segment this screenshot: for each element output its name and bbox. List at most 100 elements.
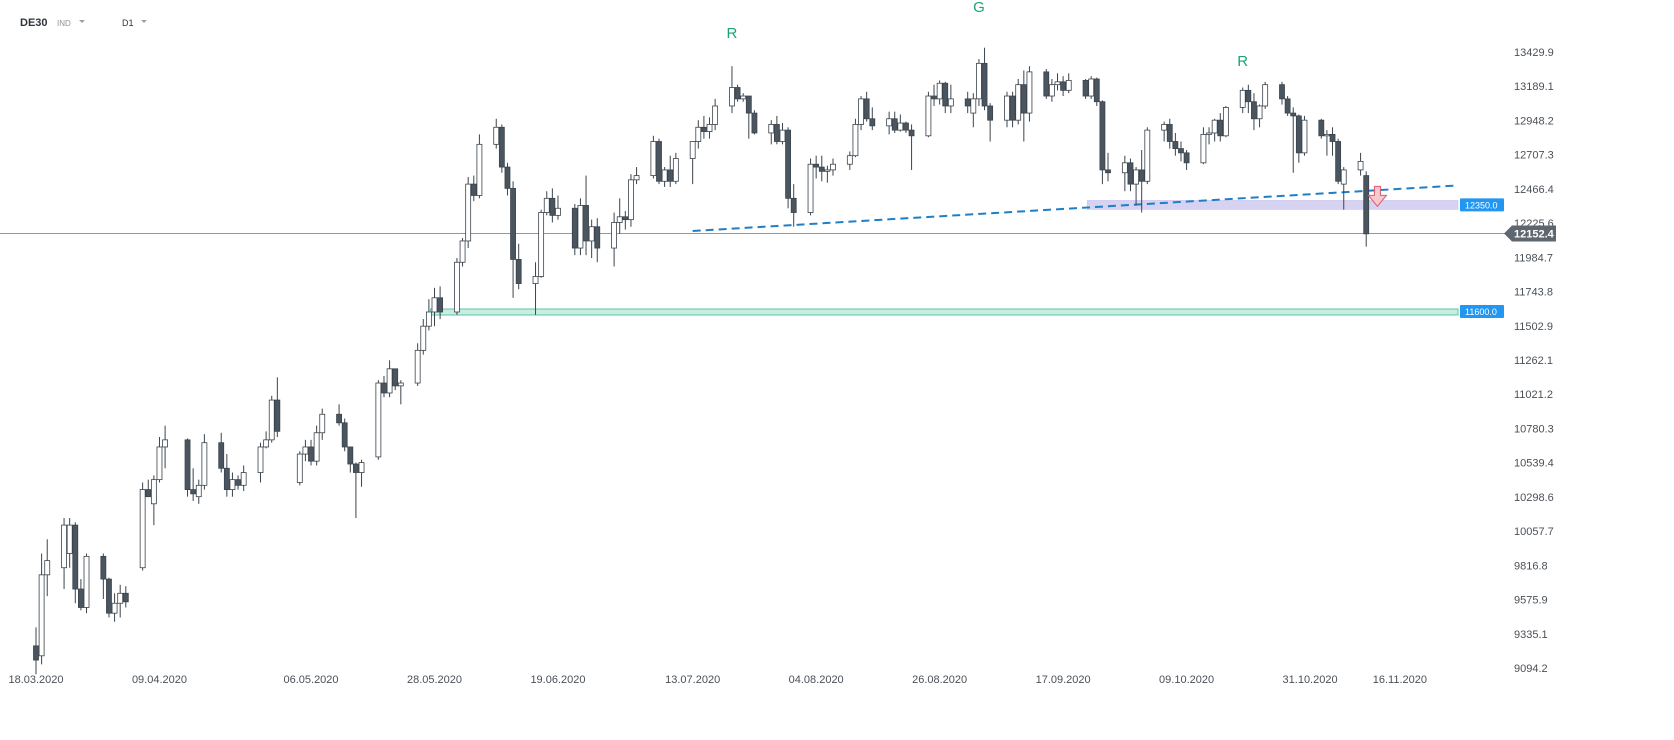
candle-body bbox=[571, 207, 578, 249]
candle-body bbox=[729, 87, 735, 107]
candle-body bbox=[353, 463, 359, 473]
candle bbox=[824, 165, 831, 183]
chevron-down-icon[interactable] bbox=[79, 20, 85, 23]
candle-body bbox=[1290, 112, 1297, 117]
candle bbox=[1279, 81, 1285, 105]
candle bbox=[1363, 171, 1370, 247]
y-tick-label: 9335.1 bbox=[1514, 629, 1548, 641]
candle-body bbox=[1329, 133, 1336, 142]
candle bbox=[1183, 150, 1190, 170]
candle bbox=[908, 124, 915, 170]
arrow-down-icon bbox=[1367, 185, 1388, 208]
x-tick-label: 19.06.2020 bbox=[530, 674, 585, 686]
candle-body bbox=[268, 399, 275, 441]
support-zone bbox=[429, 308, 1459, 316]
candle-body bbox=[633, 175, 640, 181]
candle-body bbox=[302, 446, 309, 455]
candle-body bbox=[656, 141, 662, 182]
candle bbox=[1284, 96, 1291, 116]
candle-body bbox=[476, 143, 483, 196]
candle-body bbox=[577, 205, 584, 249]
candle bbox=[78, 579, 84, 611]
candle bbox=[903, 121, 909, 133]
candle bbox=[751, 110, 758, 135]
candle-body bbox=[1093, 78, 1100, 103]
pattern-label: R bbox=[1237, 53, 1248, 70]
candle bbox=[162, 425, 168, 469]
candle bbox=[1093, 77, 1100, 106]
candle bbox=[611, 212, 618, 267]
candle bbox=[633, 167, 640, 185]
chevron-down-icon[interactable] bbox=[141, 20, 147, 23]
candle bbox=[858, 96, 864, 131]
candle bbox=[830, 158, 836, 176]
candle-body bbox=[195, 484, 202, 498]
candle-body bbox=[689, 141, 696, 159]
candle-body bbox=[813, 163, 820, 168]
candle-body bbox=[1048, 84, 1055, 97]
candle bbox=[1239, 87, 1246, 114]
candle-body bbox=[358, 462, 365, 473]
candle-body bbox=[1251, 101, 1257, 120]
y-tick-label: 12466.4 bbox=[1514, 184, 1554, 196]
candle-body bbox=[1060, 81, 1067, 91]
candle bbox=[44, 539, 51, 597]
candle bbox=[577, 198, 584, 256]
candle bbox=[628, 174, 634, 227]
candle bbox=[616, 198, 623, 234]
candle bbox=[498, 124, 505, 173]
candle bbox=[695, 120, 702, 149]
candle-body bbox=[61, 524, 67, 569]
candle bbox=[1054, 73, 1061, 91]
candle bbox=[785, 127, 791, 209]
candle bbox=[1211, 118, 1218, 142]
timeframe-selector[interactable]: D1 bbox=[122, 18, 134, 28]
candle-body bbox=[1015, 84, 1022, 121]
candle-body bbox=[976, 62, 982, 100]
y-tick-label: 11984.7 bbox=[1514, 252, 1553, 264]
candle bbox=[942, 81, 949, 114]
candle bbox=[83, 553, 90, 614]
candle-body bbox=[981, 62, 988, 107]
current-price-tag bbox=[1504, 225, 1556, 242]
candle bbox=[779, 123, 786, 145]
candle bbox=[117, 584, 124, 618]
candle-body bbox=[701, 126, 707, 132]
symbol-name[interactable]: DE30 bbox=[20, 17, 48, 29]
candle bbox=[891, 111, 898, 133]
candle bbox=[1026, 66, 1033, 122]
candle-body bbox=[106, 578, 112, 614]
candle-body bbox=[869, 118, 876, 127]
candle-body bbox=[100, 555, 107, 580]
candle-body bbox=[201, 442, 208, 486]
candle bbox=[375, 380, 382, 460]
neckline-trendline[interactable] bbox=[692, 184, 1457, 233]
candle-body bbox=[1200, 133, 1207, 164]
level-price-label: 12350.0 bbox=[1465, 200, 1498, 210]
candle-body bbox=[1088, 78, 1095, 97]
candle-body bbox=[111, 602, 118, 614]
candle bbox=[1043, 69, 1050, 99]
candle bbox=[459, 238, 466, 267]
candle bbox=[139, 482, 146, 571]
candle-body bbox=[583, 205, 589, 242]
level-price-tag bbox=[1460, 304, 1504, 318]
candle bbox=[1060, 76, 1067, 97]
candle bbox=[1015, 78, 1022, 125]
x-tick-label: 17.09.2020 bbox=[1036, 674, 1091, 686]
candle-body bbox=[987, 105, 994, 121]
x-tick-label: 13.07.2020 bbox=[665, 674, 720, 686]
candle-body bbox=[1295, 115, 1302, 154]
candle-body bbox=[38, 574, 45, 657]
candle bbox=[852, 118, 859, 158]
candle bbox=[1335, 138, 1342, 185]
candle bbox=[240, 465, 247, 492]
candle-body bbox=[162, 439, 168, 448]
x-tick-label: 04.08.2020 bbox=[789, 674, 844, 686]
candle-body bbox=[1166, 124, 1173, 142]
candle-body bbox=[437, 297, 444, 313]
candle-body bbox=[139, 489, 146, 569]
candle bbox=[347, 446, 354, 473]
candle bbox=[1178, 141, 1184, 162]
